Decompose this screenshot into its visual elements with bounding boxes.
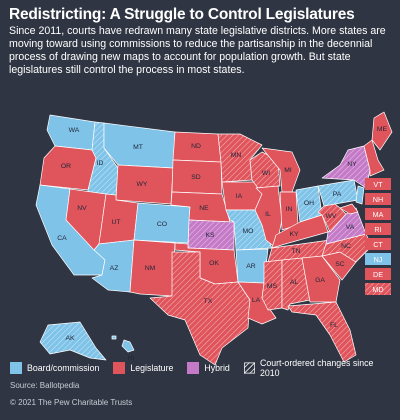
state-label: OH <box>304 200 314 207</box>
box-label: NJ <box>374 255 383 264</box>
state-label: CA <box>57 235 67 242</box>
state-label: NE <box>199 205 209 212</box>
state-fl-hatch <box>288 302 356 362</box>
state-label: MS <box>267 283 278 290</box>
state-label: AZ <box>110 265 119 272</box>
state-label: AK <box>65 335 75 342</box>
state-label: UT <box>111 219 120 226</box>
legend-item-hybrid: Hybrid <box>187 362 230 374</box>
box-label: VT <box>373 180 383 189</box>
state-de-md <box>339 203 359 215</box>
state-label: OK <box>209 260 219 267</box>
state-label: MI <box>284 167 292 174</box>
state-label: WY <box>137 181 148 188</box>
board-swatch <box>10 362 22 374</box>
map-title: Redistricting: A Struggle to Control Leg… <box>9 6 355 23</box>
state-label: TN <box>291 248 300 255</box>
small-state-boxes: VT NH MA RI CT NJ DE MD <box>365 178 391 295</box>
state-nc-hatch <box>322 234 372 262</box>
state-label: NM <box>145 265 156 272</box>
legend: Board/commission Legislature Hybrid Cour… <box>10 358 400 378</box>
state-ks-hatch <box>188 220 234 250</box>
box-vt <box>365 178 391 190</box>
state-label: MO <box>243 228 254 235</box>
state-label: MN <box>231 152 242 159</box>
legend-item-board: Board/commission <box>10 362 99 374</box>
box-label: CT <box>373 240 383 249</box>
state-il <box>254 185 283 249</box>
state-label: TX <box>204 298 213 305</box>
state-ms-hatch <box>262 260 282 310</box>
box-nh <box>365 193 391 205</box>
state-oh-hatch <box>296 186 322 222</box>
state-al-hatch <box>282 258 310 310</box>
state-label: GA <box>315 277 325 284</box>
state-hi-islet <box>111 335 117 340</box>
state-label: IA <box>236 193 243 200</box>
state-nj <box>355 185 365 205</box>
legend-label: Legislature <box>130 363 174 373</box>
box-nj <box>365 253 391 265</box>
box-label: NH <box>373 195 383 204</box>
state-label: IN <box>286 206 293 213</box>
state-label: MT <box>133 144 143 151</box>
state-label: ME <box>377 126 388 133</box>
box-md-hatch <box>365 283 391 295</box>
state-label: WA <box>69 127 80 134</box>
box-label: MD <box>372 285 383 294</box>
state-label: AL <box>290 279 299 286</box>
legend-label: Board/commission <box>27 363 100 373</box>
state-label: WI <box>262 170 270 177</box>
box-label: MA <box>373 210 384 219</box>
state-me <box>371 111 393 151</box>
state-label: IL <box>265 211 271 218</box>
state-label: CO <box>157 221 167 228</box>
state-label: VA <box>346 224 355 231</box>
box-ri <box>365 223 391 235</box>
state-label: PA <box>333 191 342 198</box>
legislature-swatch <box>113 362 126 374</box>
hybrid-swatch <box>187 362 200 374</box>
legend-label: Court-ordered changes since 2010 <box>259 358 374 378</box>
legend-label: Hybrid <box>204 363 230 373</box>
state-label: KS <box>205 232 215 239</box>
state-label: SC <box>335 261 345 268</box>
state-label: LA <box>252 297 261 304</box>
copyright-note: © 2021 The Pew Charitable Trusts <box>10 398 133 407</box>
legend-item-legislature: Legislature <box>113 362 173 374</box>
legend-item-court: Court-ordered changes since 2010 <box>243 358 386 378</box>
state-ga <box>301 255 341 303</box>
box-de <box>365 268 391 280</box>
state-nm <box>129 239 176 297</box>
state-ny-hatch <box>322 146 370 188</box>
state-label: NY <box>347 161 357 168</box>
state-va-hatch <box>326 208 366 244</box>
state-label: NV <box>77 205 87 212</box>
state-label: HI <box>128 355 135 362</box>
state-label: WV <box>326 213 337 220</box>
box-label: RI <box>374 225 381 234</box>
state-ak-hatch <box>40 322 106 360</box>
state-label: OR <box>61 163 71 170</box>
state-tx-hatch <box>150 252 250 365</box>
box-ma <box>365 208 391 220</box>
box-label: DE <box>373 270 383 279</box>
state-label: ND <box>191 143 201 150</box>
hatch-swatch <box>243 362 255 374</box>
state-hi <box>121 339 135 353</box>
state-wv-hatch <box>318 200 346 232</box>
state-mo-hatch <box>226 210 272 250</box>
state-pa-hatch <box>318 180 358 206</box>
box-ct <box>365 238 391 250</box>
source-note: Source: Ballotpedia <box>10 381 80 390</box>
state-label: KY <box>289 231 299 238</box>
state-label: SD <box>191 174 201 181</box>
state-label: FL <box>330 322 338 329</box>
state-label: NC <box>341 243 351 250</box>
state-id-hatch <box>88 122 118 200</box>
map-subtitle: Since 2011, courts have redrawn many sta… <box>9 25 386 76</box>
state-label: ID <box>97 160 104 167</box>
state-label: AR <box>246 263 256 270</box>
